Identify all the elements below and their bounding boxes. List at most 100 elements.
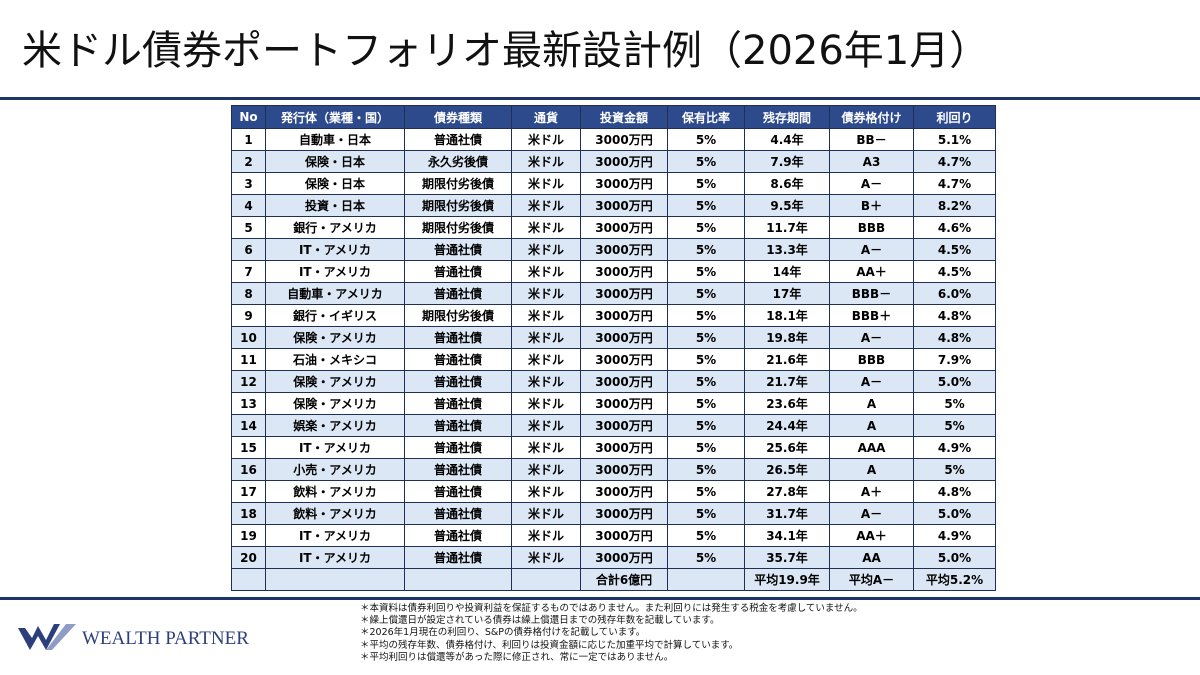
table-cell: 永久劣後債 (404, 150, 512, 173)
table-cell: 5% (667, 304, 745, 327)
header-cell: 通貨 (511, 105, 581, 129)
table-cell: 米ドル (511, 392, 581, 415)
table-cell: 9 (231, 304, 266, 327)
header-cell: 利回り (913, 105, 996, 129)
table-cell: 3000万円 (580, 546, 668, 569)
table-cell: A＋ (829, 480, 914, 503)
table-cell: 米ドル (511, 546, 581, 569)
table-cell: 米ドル (511, 348, 581, 371)
table-cell: 3000万円 (580, 414, 668, 437)
table-cell: 3000万円 (580, 150, 668, 173)
table-cell: 35.7年 (744, 546, 830, 569)
table-cell: 27.8年 (744, 480, 830, 503)
logo: WEALTH PARTNER (16, 620, 276, 660)
table-cell: 5% (667, 436, 745, 459)
table-cell: 米ドル (511, 436, 581, 459)
table-cell: 米ドル (511, 128, 581, 151)
summary-row: 合計6億円 平均19.9年 平均A－ 平均5.2% (231, 568, 996, 591)
table-cell: 普通社債 (404, 326, 512, 349)
note: ＊平均の残存年数、債券格付け、利回りは投資金額に応じた加重平均で計算しています。 (360, 639, 739, 651)
table-cell: 20 (231, 546, 266, 569)
table-row: 1 自動車・日本 普通社債 米ドル 3000万円 5% 4.4年 BB－ 5.1% (231, 128, 996, 151)
table-cell: 石油・メキシコ (265, 348, 405, 371)
table-cell: 4.7% (913, 172, 996, 195)
table-cell: 6 (231, 238, 266, 261)
table-cell: 米ドル (511, 194, 581, 217)
header-row: No 発行体（業種・国） 債券種類 通貨 投資金額 保有比率 残存期間 債券格付け 利回り (231, 105, 996, 129)
table-cell: 2 (231, 150, 266, 173)
table-cell: 銀行・イギリス (265, 304, 405, 327)
table-cell: 5% (667, 370, 745, 393)
table-cell: 3000万円 (580, 326, 668, 349)
table-cell: 娯楽・アメリカ (265, 414, 405, 437)
table-cell: IT・アメリカ (265, 436, 405, 459)
header-cell: 債券格付け (829, 105, 914, 129)
table-cell: 6.0% (913, 282, 996, 305)
table-cell: 3000万円 (580, 458, 668, 481)
table-cell: 5% (667, 458, 745, 481)
note: ＊本資料は債券利回りや投資利益を保証するものではありません。また利回りには発生す… (360, 603, 863, 614)
table-cell: 5% (667, 502, 745, 525)
notes: ＊本資料は債券利回りや投資利益を保証するものではありません。また利回りには発生す… (360, 603, 863, 664)
table-cell: AA＋ (829, 260, 914, 283)
table-row: 9 銀行・イギリス 期限付劣後債 米ドル 3000万円 5% 18.1年 BBB＋ 4.8% (231, 304, 996, 327)
table-cell: A－ (829, 326, 914, 349)
table-cell: 3000万円 (580, 282, 668, 305)
header-cell: 保有比率 (667, 105, 745, 129)
table-cell: 11 (231, 348, 266, 371)
table-row: 7 IT・アメリカ 普通社債 米ドル 3000万円 5% 14年 AA＋ 4.5% (231, 260, 996, 283)
summary-cell: 平均5.2% (913, 568, 996, 591)
table-row: 13 保険・アメリカ 普通社債 米ドル 3000万円 5% 23.6年 A 5% (231, 392, 996, 415)
table-cell: 9.5年 (744, 194, 830, 217)
table-cell: 保険・アメリカ (265, 326, 405, 349)
table-cell: 12 (231, 370, 266, 393)
table-cell: 14年 (744, 260, 830, 283)
table-cell: 5% (667, 128, 745, 151)
table-cell: A－ (829, 370, 914, 393)
table-cell: 21.6年 (744, 348, 830, 371)
table-cell: 保険・日本 (265, 172, 405, 195)
table-cell: 3000万円 (580, 238, 668, 261)
table-row: 6 IT・アメリカ 普通社債 米ドル 3000万円 5% 13.3年 A－ 4.5% (231, 238, 996, 261)
table-cell: 米ドル (511, 414, 581, 437)
table-cell: 普通社債 (404, 546, 512, 569)
table-cell: 23.6年 (744, 392, 830, 415)
table-row: 14 娯楽・アメリカ 普通社債 米ドル 3000万円 5% 24.4年 A 5% (231, 414, 996, 437)
table-cell: A－ (829, 238, 914, 261)
table-cell: 7 (231, 260, 266, 283)
table-cell: 普通社債 (404, 524, 512, 547)
table-cell: 18 (231, 502, 266, 525)
table-row: 3 保険・日本 期限付劣後債 米ドル 3000万円 5% 8.6年 A－ 4.7% (231, 172, 996, 195)
table-cell: 5% (667, 216, 745, 239)
table-cell: BBB＋ (829, 304, 914, 327)
table-cell: 期限付劣後債 (404, 172, 512, 195)
table-cell: 4.8% (913, 326, 996, 349)
table-cell: 1 (231, 128, 266, 151)
table-cell: IT・アメリカ (265, 238, 405, 261)
table-cell: 5.0% (913, 502, 996, 525)
table-cell: 11.7年 (744, 216, 830, 239)
table-cell: 5% (667, 282, 745, 305)
table-cell: 3000万円 (580, 216, 668, 239)
table-cell: 4.7% (913, 150, 996, 173)
table-cell: 普通社債 (404, 238, 512, 261)
table-cell: 18.1年 (744, 304, 830, 327)
table-cell: A (829, 458, 914, 481)
table-cell: 普通社債 (404, 480, 512, 503)
table-row: 15 IT・アメリカ 普通社債 米ドル 3000万円 5% 25.6年 AAA 4.9% (231, 436, 996, 459)
table-cell: 保険・日本 (265, 150, 405, 173)
table-cell: 3000万円 (580, 436, 668, 459)
table-cell: 3000万円 (580, 502, 668, 525)
table-cell: 5% (667, 524, 745, 547)
table-cell: BBB (829, 348, 914, 371)
table-cell: IT・アメリカ (265, 260, 405, 283)
table-cell: 5 (231, 216, 266, 239)
table-cell: 5.0% (913, 370, 996, 393)
logo-text: WEALTH PARTNER (82, 628, 249, 649)
table-cell: 8.2% (913, 194, 996, 217)
table-cell: 34.1年 (744, 524, 830, 547)
table-cell: 期限付劣後債 (404, 216, 512, 239)
table-cell: 4.9% (913, 436, 996, 459)
table-cell: 期限付劣後債 (404, 304, 512, 327)
